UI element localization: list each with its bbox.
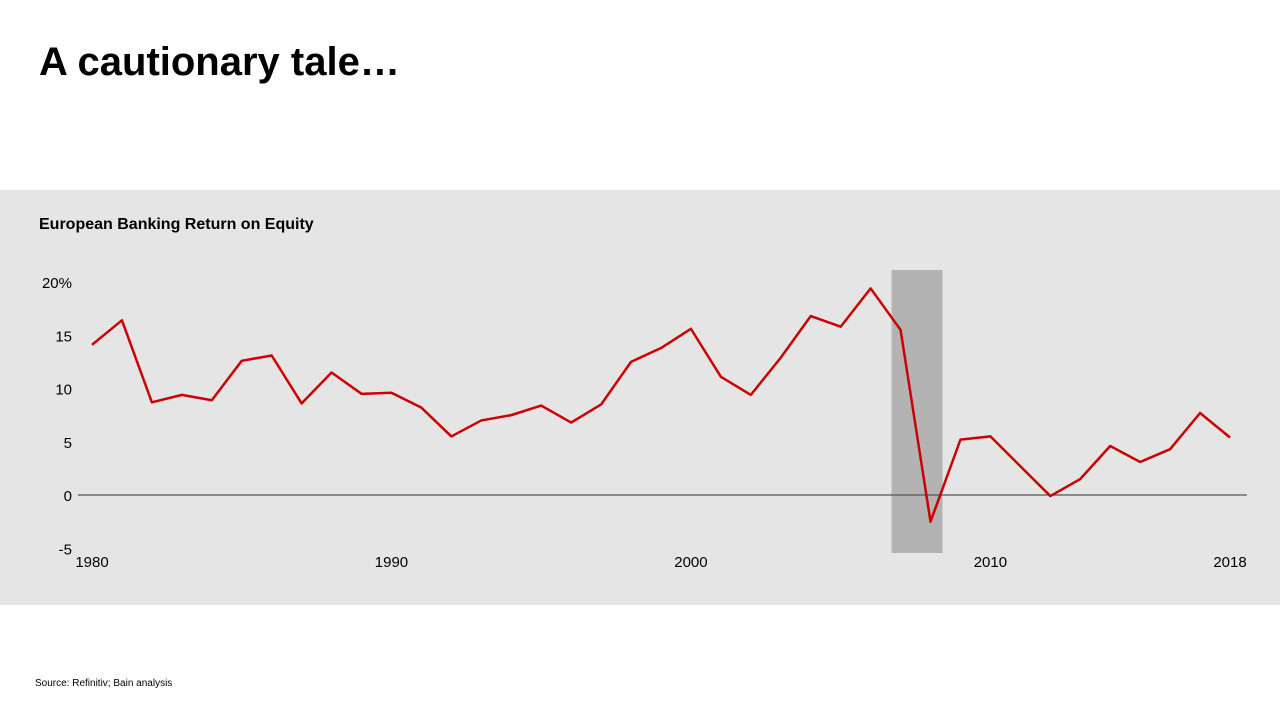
crisis-shaded-region bbox=[891, 270, 943, 553]
y-tick-label: 15 bbox=[55, 328, 72, 345]
y-tick-label: 5 bbox=[64, 435, 72, 452]
roe-series-line bbox=[91, 287, 1231, 523]
source-note: Source: Refinitiv; Bain analysis bbox=[35, 678, 173, 689]
x-tick-label: 2000 bbox=[674, 554, 707, 571]
x-tick-label: 2018 bbox=[1213, 554, 1246, 571]
x-tick-label: 1980 bbox=[75, 554, 108, 571]
y-tick-label: 10 bbox=[55, 382, 72, 399]
x-tick-label: 2010 bbox=[974, 554, 1007, 571]
x-tick-label: 1990 bbox=[375, 554, 408, 571]
slide-title: A cautionary tale… bbox=[39, 40, 400, 84]
y-tick-label: 0 bbox=[64, 488, 72, 505]
y-tick-label: 20% bbox=[42, 275, 72, 292]
y-tick-label: -5 bbox=[59, 541, 72, 558]
chart-title: European Banking Return on Equity bbox=[39, 216, 314, 233]
